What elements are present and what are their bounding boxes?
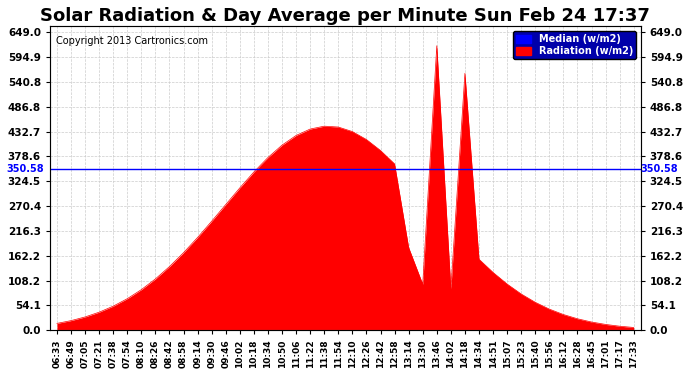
Legend: Median (w/m2), Radiation (w/m2): Median (w/m2), Radiation (w/m2) [513, 32, 636, 59]
Title: Solar Radiation & Day Average per Minute Sun Feb 24 17:37: Solar Radiation & Day Average per Minute… [41, 7, 650, 25]
Text: 350.58: 350.58 [641, 164, 678, 174]
Text: 350.58: 350.58 [6, 164, 44, 174]
Text: Copyright 2013 Cartronics.com: Copyright 2013 Cartronics.com [56, 36, 208, 46]
